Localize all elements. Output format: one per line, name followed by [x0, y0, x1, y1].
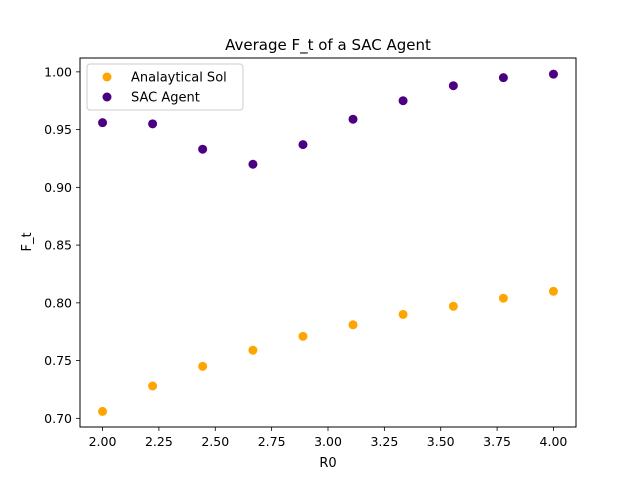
x-tick-label: 3.75	[483, 434, 511, 449]
data-point	[298, 331, 308, 341]
data-point	[548, 286, 558, 296]
x-tick-label: 2.75	[258, 434, 286, 449]
legend-frame	[86, 63, 244, 111]
x-tick-label: 2.00	[89, 434, 117, 449]
y-tick-label: 0.90	[44, 180, 72, 195]
data-point	[398, 309, 408, 319]
data-point	[548, 69, 558, 79]
data-point	[98, 118, 108, 128]
x-axis-label: R0	[319, 456, 336, 471]
series-sac-agent	[98, 69, 558, 169]
legend: Analaytical Sol SAC Agent	[86, 63, 244, 111]
data-point	[298, 140, 308, 150]
data-point	[198, 361, 208, 371]
x-tick-label: 2.25	[145, 434, 173, 449]
legend-marker	[102, 72, 112, 82]
data-point	[498, 293, 508, 303]
x-tick-label: 2.50	[201, 434, 229, 449]
y-tick-label: 0.85	[44, 238, 72, 253]
data-point	[448, 81, 458, 91]
x-tick-label: 4.00	[540, 434, 568, 449]
legend-label: SAC Agent	[131, 91, 200, 106]
y-tick-label: 0.95	[44, 122, 72, 137]
legend-marker	[102, 92, 112, 102]
data-point	[248, 159, 258, 169]
data-point	[248, 345, 258, 355]
data-point	[148, 119, 158, 129]
data-point	[98, 406, 108, 416]
y-axis-label: F_t	[20, 232, 35, 251]
data-point	[198, 144, 208, 154]
series-analytical-sol	[98, 286, 558, 416]
y-tick-label: 0.80	[44, 295, 72, 310]
y-tick-label: 0.75	[44, 353, 72, 368]
legend-label: Analaytical Sol	[131, 71, 227, 86]
data-point	[348, 114, 358, 124]
x-tick-label: 3.25	[370, 434, 398, 449]
data-point	[148, 381, 158, 391]
y-tick-label: 0.70	[44, 411, 72, 426]
data-point	[398, 96, 408, 106]
chart-title: Average F_t of a SAC Agent	[225, 36, 431, 55]
y-tick-label: 1.00	[44, 64, 72, 79]
data-point	[498, 73, 508, 83]
plot-area	[98, 69, 558, 416]
x-tick-label: 3.50	[427, 434, 455, 449]
data-point	[448, 301, 458, 311]
data-point	[348, 320, 358, 330]
y-axis: 0.70 0.75 0.80 0.85 0.90 0.95 1.00	[44, 64, 80, 426]
x-tick-label: 3.00	[314, 434, 342, 449]
x-axis: 2.00 2.25 2.50 2.75 3.00 3.25 3.50 3.75 4.00	[89, 427, 568, 449]
